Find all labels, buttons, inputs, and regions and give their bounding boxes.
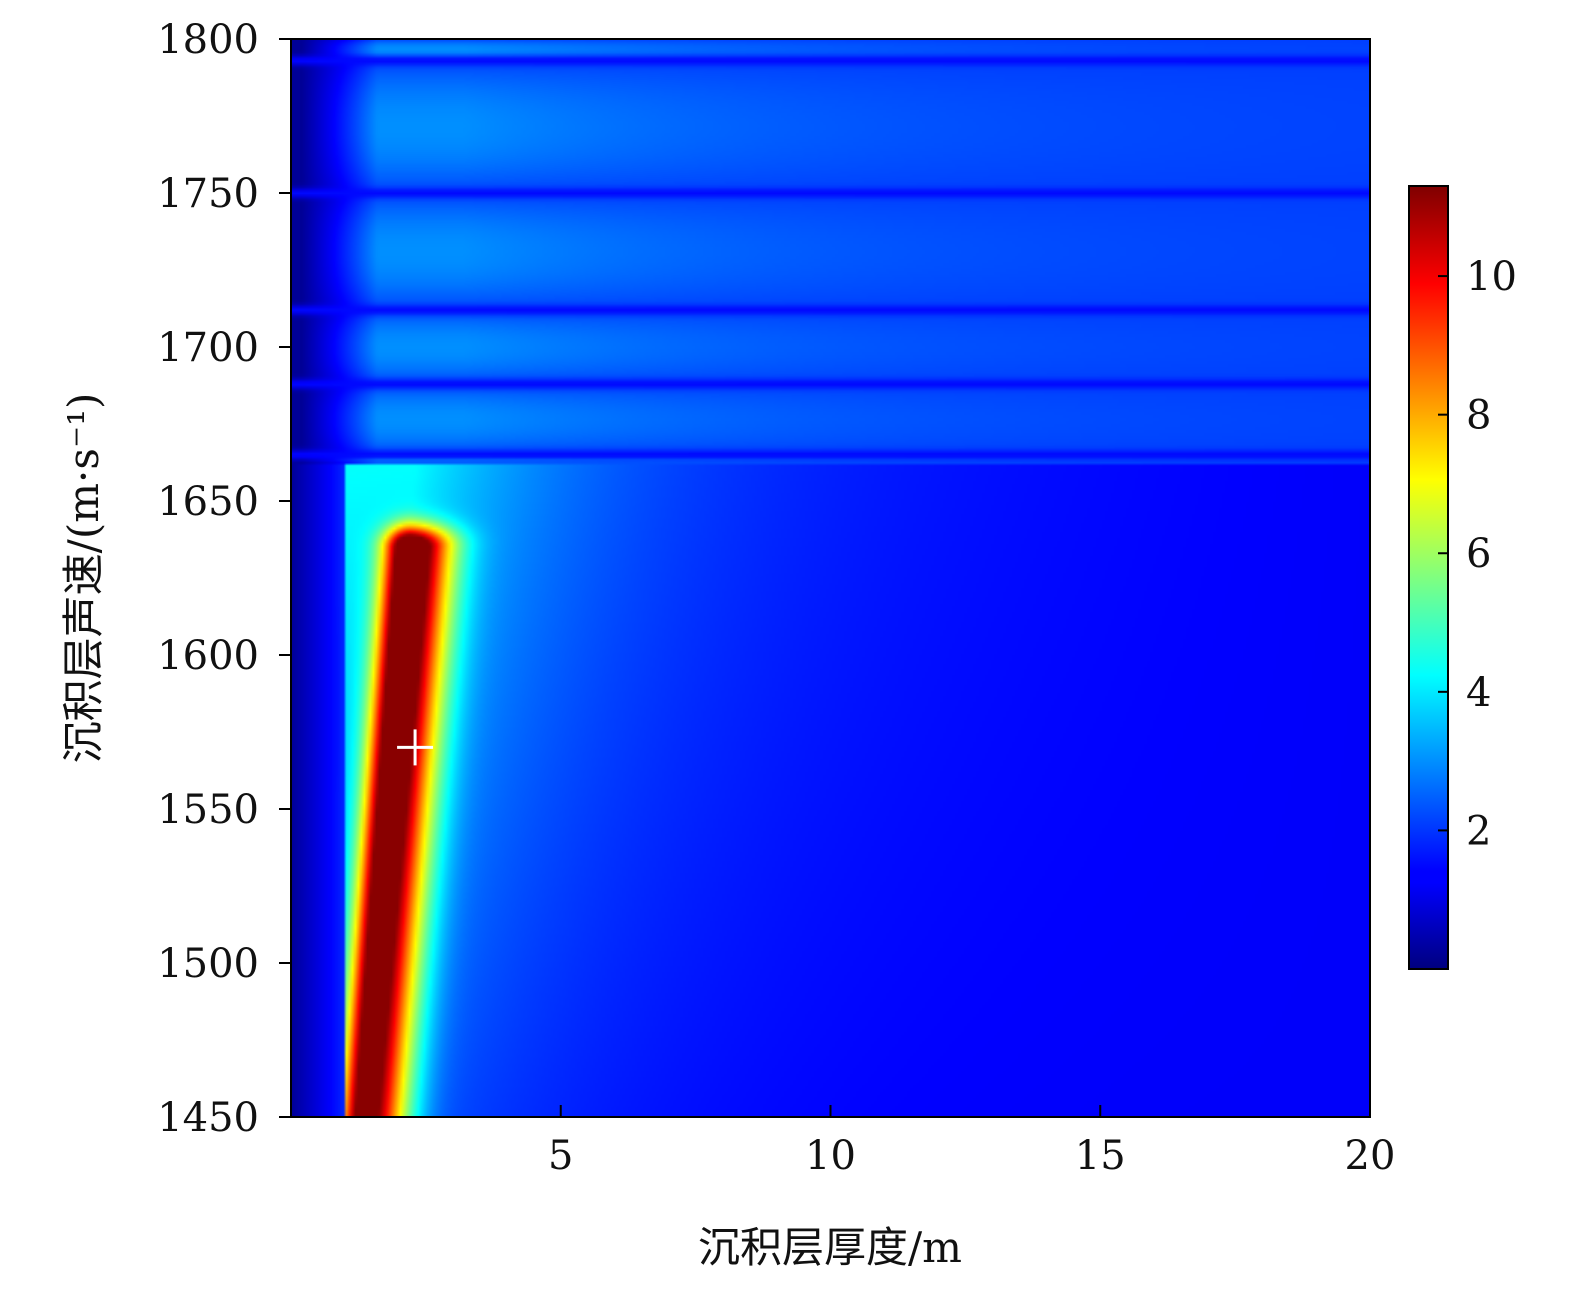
- y-tick-label: 1450: [157, 1095, 259, 1141]
- x-tick-label: 5: [548, 1133, 573, 1179]
- colorbar-gradient: [1408, 185, 1449, 970]
- y-tick-label: 1750: [157, 171, 259, 217]
- y-tick-label: 1800: [157, 17, 259, 63]
- colorbar-tick-label: 6: [1466, 531, 1491, 577]
- colorbar-tick-label: 4: [1466, 670, 1491, 716]
- y-tick-label: 1600: [157, 633, 259, 679]
- x-tick-label: 20: [1345, 1133, 1396, 1179]
- colorbar: 2 4 6 8 10: [1408, 185, 1517, 970]
- y-axis-title: 沉积层声速/(m·s⁻¹): [59, 393, 108, 764]
- marker-plus: [397, 729, 434, 766]
- colorbar-tick-label: 10: [1466, 254, 1517, 300]
- x-axis: 5 10 15 20: [548, 1105, 1395, 1179]
- heatmap: [291, 39, 1370, 1117]
- colorbar-tick-label: 2: [1466, 808, 1491, 854]
- y-tick-label: 1500: [157, 941, 259, 987]
- x-tick-label: 15: [1075, 1133, 1126, 1179]
- y-axis: 1450 1500 1550 1600 1650 1700 1750 1800: [157, 17, 291, 1141]
- y-tick-label: 1650: [157, 479, 259, 525]
- x-tick-label: 10: [805, 1133, 856, 1179]
- heatmap-image: [291, 39, 1370, 1117]
- colorbar-tick-label: 8: [1466, 393, 1491, 439]
- x-axis-title: 沉积层厚度/m: [698, 1223, 962, 1272]
- y-tick-label: 1700: [157, 325, 259, 371]
- colorbar-ticks: 2 4 6 8 10: [1438, 254, 1517, 854]
- y-tick-label: 1550: [157, 787, 259, 833]
